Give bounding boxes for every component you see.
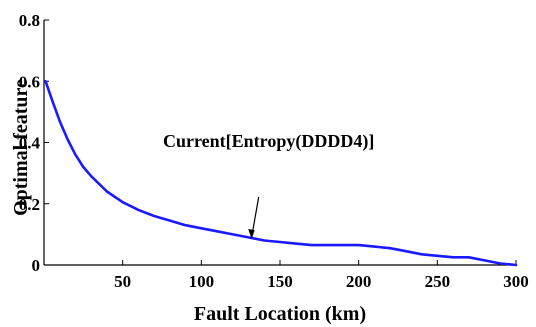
series [44, 80, 518, 267]
y-axis-label: Optimal feature [10, 79, 32, 216]
x-tick-label: 150 [267, 272, 293, 291]
y-tick-label: 0.8 [19, 11, 40, 30]
x-tick-label: 300 [503, 272, 529, 291]
y-tick-label: 0 [32, 256, 41, 275]
x-tick-label: 100 [189, 272, 215, 291]
ticks: 50 100 150 200 250 300 0 0.2 0.4 0.6 0.8 [19, 11, 529, 291]
labels: Fault Location (km) Optimal feature Curr… [10, 79, 374, 325]
data-line [44, 80, 518, 267]
y-tick-label: 0.4 [19, 134, 41, 153]
y-tick-label: 0.6 [19, 72, 40, 91]
x-axis-label: Fault Location (km) [194, 303, 366, 325]
annotation-arrow [248, 196, 260, 239]
x-tick-label: 250 [425, 272, 451, 291]
x-tick-label: 50 [114, 272, 131, 291]
annotation-label: Current[Entropy(DDDD4)] [163, 131, 374, 152]
x-tick-label: 200 [346, 272, 372, 291]
y-tick-label: 0.2 [19, 195, 40, 214]
annotation-arrow-head [248, 228, 255, 239]
